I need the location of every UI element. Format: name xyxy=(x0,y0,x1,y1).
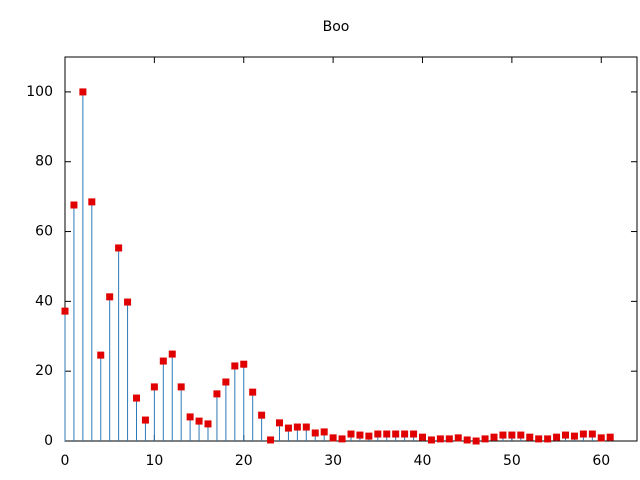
marker xyxy=(365,432,373,440)
marker xyxy=(124,298,132,306)
y-tick-label: 40 xyxy=(35,293,53,309)
marker xyxy=(427,436,435,444)
marker xyxy=(141,416,149,424)
marker xyxy=(115,244,123,252)
x-tick-label: 10 xyxy=(145,453,163,469)
marker xyxy=(463,436,471,444)
marker xyxy=(535,435,543,443)
x-tick-label: 50 xyxy=(503,453,521,469)
marker xyxy=(374,430,382,438)
marker xyxy=(213,390,221,398)
marker xyxy=(231,362,239,370)
marker xyxy=(597,434,605,442)
marker xyxy=(195,417,203,425)
x-tick-label: 20 xyxy=(235,453,253,469)
marker xyxy=(338,435,346,443)
marker xyxy=(168,350,176,358)
marker xyxy=(159,357,167,365)
marker xyxy=(481,435,489,443)
y-tick-label: 80 xyxy=(35,154,53,170)
marker xyxy=(508,431,516,439)
marker xyxy=(258,411,266,419)
marker xyxy=(392,430,400,438)
marker xyxy=(579,430,587,438)
marker xyxy=(177,383,185,391)
x-tick-label: 60 xyxy=(592,453,610,469)
marker xyxy=(544,435,552,443)
marker xyxy=(454,434,462,442)
y-tick-label: 60 xyxy=(35,224,53,240)
marker xyxy=(436,435,444,443)
marker xyxy=(445,435,453,443)
marker xyxy=(329,434,337,442)
marker xyxy=(276,419,283,427)
marker xyxy=(133,394,140,402)
marker xyxy=(490,433,498,441)
marker xyxy=(499,431,507,439)
y-tick-label: 20 xyxy=(35,363,53,379)
marker xyxy=(61,307,69,315)
marker xyxy=(249,388,257,396)
marker xyxy=(320,428,328,436)
marker xyxy=(70,201,78,209)
marker xyxy=(106,293,114,301)
marker xyxy=(79,88,87,96)
marker xyxy=(347,430,355,438)
marker xyxy=(204,420,212,428)
marker xyxy=(240,360,248,368)
marker xyxy=(88,198,96,206)
marker xyxy=(419,433,426,441)
x-tick-label: 0 xyxy=(61,453,70,469)
marker xyxy=(302,423,310,431)
marker xyxy=(311,429,319,437)
marker xyxy=(472,437,480,445)
marker xyxy=(293,423,301,431)
marker xyxy=(97,351,105,359)
marker xyxy=(284,424,292,432)
chart-title: Boo xyxy=(323,19,350,35)
y-tick-label: 100 xyxy=(26,84,53,100)
marker xyxy=(570,432,578,440)
marker xyxy=(383,430,391,438)
marker xyxy=(267,436,275,444)
marker xyxy=(588,430,596,438)
marker xyxy=(410,430,418,438)
marker xyxy=(401,430,409,438)
marker xyxy=(186,413,194,421)
marker xyxy=(553,433,561,441)
marker xyxy=(356,431,364,439)
marker xyxy=(526,433,534,441)
marker xyxy=(606,433,614,441)
marker xyxy=(562,431,569,439)
marker xyxy=(222,378,230,386)
x-tick-label: 30 xyxy=(324,453,342,469)
x-tick-label: 40 xyxy=(414,453,432,469)
marker xyxy=(517,431,525,439)
marker xyxy=(150,383,158,391)
y-tick-label: 0 xyxy=(44,433,53,449)
